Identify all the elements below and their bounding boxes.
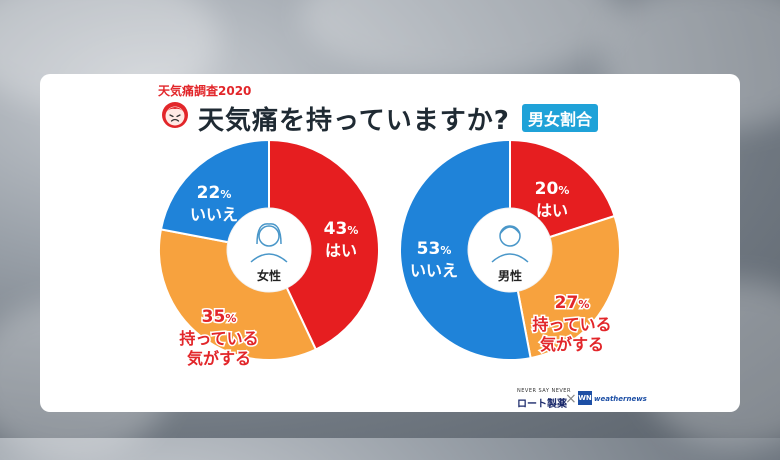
chart-0-label-2-0: いいえ (190, 205, 238, 224)
chart-0-value-0: 43% (324, 219, 359, 239)
gender-ratio-tag: 男女割合 (522, 104, 599, 132)
rohto-tagline: NEVER SAY NEVER (517, 388, 571, 394)
chart-1-label-2-0: いいえ (410, 261, 458, 280)
chart-1-center (467, 207, 553, 293)
page-title: 天気痛を持っていますか? (198, 106, 510, 136)
chart-1-label-0-0: はい (536, 201, 568, 220)
chart-0-value-2: 22% (197, 183, 232, 203)
man-icon (491, 225, 529, 263)
chart-0-label-1-1: 気がする (187, 349, 251, 368)
card (40, 74, 740, 412)
donut-charts: 女性43%はい35%持っている気がする22%いいえ男性20%はい27%持っている… (158, 138, 621, 370)
chart-0-label-1-0: 持っている (179, 329, 258, 348)
chart-0-label-0-0: はい (325, 241, 357, 260)
woman-icon (250, 223, 288, 263)
collab-cross: × (565, 391, 577, 407)
chart-1-center-label: 男性 (498, 268, 522, 283)
chart-0-value-1: 35% (202, 307, 237, 327)
chart-1-slice-2 (399, 138, 532, 361)
weathernews-logo-text: weathernews (594, 395, 647, 403)
chart-0-center (226, 207, 312, 293)
chart-0-slice-1 (158, 228, 318, 361)
chart-0-center-label: 女性 (257, 268, 281, 283)
pain-face-icon (162, 102, 188, 128)
chart-1-value-0: 20% (535, 179, 570, 199)
chart-0-slice-0 (268, 138, 380, 351)
chart-1-label-1-0: 持っている (532, 315, 611, 334)
weathernews-logo-mark: WN (578, 391, 592, 405)
rohto-logo: ロート製薬 (517, 399, 567, 410)
chart-1-value-2: 53% (417, 239, 452, 259)
chart-1-label-1-1: 気がする (540, 335, 604, 354)
survey-label: 天気痛調査2020 (158, 84, 252, 98)
chart-1-value-1: 27% (555, 293, 590, 313)
